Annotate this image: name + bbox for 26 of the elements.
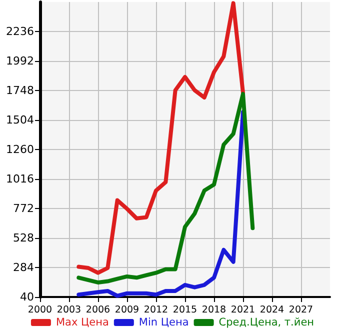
legend-label: Min Цена <box>138 316 189 328</box>
line-series <box>76 110 245 298</box>
x-tick-label: 2009 <box>114 304 140 316</box>
x-tick-label: 2018 <box>202 304 226 316</box>
x-tick-label: 2006 <box>86 304 110 316</box>
y-tick-label: 2236 <box>6 25 34 38</box>
legend-label: Max Цена <box>56 316 109 328</box>
y-tick-label: 284 <box>13 261 34 274</box>
y-tick-label: 528 <box>13 232 34 244</box>
y-tick-label: 40 <box>20 290 34 304</box>
y-tick-label: 1992 <box>6 54 34 68</box>
x-tick-label: 2024 <box>260 304 284 316</box>
line-series <box>76 92 255 284</box>
legend-label: Сред.Цена, т.йен <box>218 316 314 328</box>
x-tick-label: 2003 <box>56 304 82 316</box>
y-tick-label: 1016 <box>6 172 34 186</box>
x-tick-label: 2000 <box>28 304 52 316</box>
y-tick-label: 1748 <box>6 84 34 97</box>
x-tick-label: 2015 <box>172 304 198 316</box>
x-tick-label: 2027 <box>288 304 314 316</box>
y-tick-label: 1504 <box>6 114 34 126</box>
y-tick-label: 772 <box>13 202 34 215</box>
x-tick-label: 2021 <box>230 304 256 316</box>
x-tick-label: 2012 <box>144 304 168 316</box>
y-tick-label: 1260 <box>6 143 34 156</box>
line-series <box>76 1 245 275</box>
